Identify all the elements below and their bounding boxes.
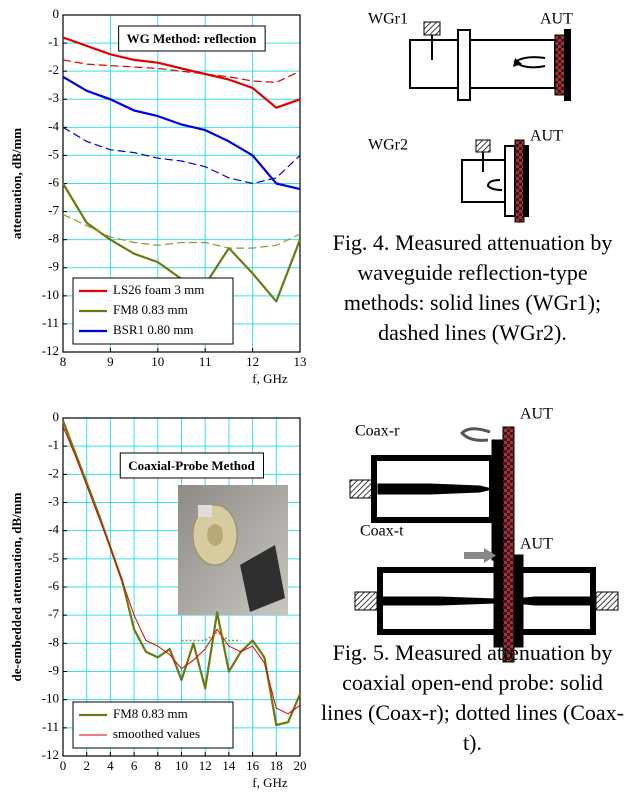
legend-label: LS26 foam 3 mm	[113, 282, 204, 297]
data-line	[62, 36, 301, 109]
y-tick-label: -8	[48, 231, 59, 246]
y-tick-label: -3	[48, 493, 59, 508]
data-layer: 8 9 10 11 12 130-1-2-3-4-5-6-7-8-9-10-11-12WG…	[9, 6, 307, 790]
y-tick-label: 0	[53, 409, 60, 424]
data-line	[62, 59, 301, 83]
legend-label: smoothed values	[113, 726, 200, 741]
x-axis-label: f, GHz	[252, 775, 288, 790]
chart-title: Coaxial-Probe Method	[128, 458, 255, 473]
legend-label: FM8 0.83 mm	[113, 302, 188, 317]
data-line	[62, 126, 301, 185]
y-tick-label: -9	[48, 662, 59, 677]
y-tick-label: -12	[42, 343, 59, 358]
y-tick-label: 0	[53, 6, 60, 21]
legend-label: FM8 0.83 mm	[113, 706, 188, 721]
chart-title: WG Method: reflection	[127, 31, 257, 46]
y-axis-label: attenuation, dB/mm	[9, 128, 24, 239]
y-tick-label: -6	[48, 174, 59, 189]
y-tick-label: -10	[42, 691, 59, 706]
diagram-coax-r	[349, 426, 515, 576]
y-tick-label: -3	[48, 90, 59, 105]
y-tick-label: -4	[48, 118, 59, 133]
diagram-coax-t	[354, 539, 619, 663]
x-tick-label: 14	[222, 758, 236, 773]
x-tick-label: 10	[175, 758, 188, 773]
y-tick-label: -12	[42, 747, 59, 762]
diagram-wgr2	[461, 139, 529, 223]
x-axis-label: f, GHz	[252, 371, 288, 386]
x-tick-label: 9	[107, 354, 114, 369]
diagram-wgr1	[409, 21, 571, 101]
y-tick-label: -8	[48, 634, 59, 649]
y-axis-label: de-embedded attenuation, dB/mm	[9, 492, 24, 681]
y-tick-label: -11	[42, 719, 59, 734]
x-tick-label: 11	[199, 354, 212, 369]
y-tick-label: -2	[48, 62, 59, 77]
data-line	[181, 631, 241, 642]
plot-frame	[62, 417, 301, 757]
y-tick-label: -10	[42, 287, 59, 302]
title-box	[118, 25, 266, 52]
figure-caption: Fig. 4. Measured attenuation by waveguid…	[332, 230, 613, 345]
diagram-label: AUT	[530, 128, 563, 145]
x-tick-label: 13	[294, 354, 307, 369]
y-tick-label: -5	[48, 550, 59, 565]
diagram-label: AUT	[540, 11, 573, 28]
x-tick-label: 8	[60, 354, 67, 369]
y-tick-label: -7	[48, 203, 59, 218]
photo-inset	[178, 485, 288, 615]
y-tick-label: -1	[48, 34, 59, 49]
diagram-label: AUT	[520, 536, 553, 553]
diagram-label: WGr2	[368, 137, 408, 154]
diagram-label: WGr1	[368, 11, 408, 28]
y-tick-label: -9	[48, 259, 59, 274]
x-tick-label: 12	[246, 354, 259, 369]
data-line	[62, 75, 301, 191]
x-tick-label: 10	[151, 354, 164, 369]
x-tick-label: 0	[60, 758, 67, 773]
legend-box	[72, 701, 234, 749]
x-tick-label: 12	[199, 758, 212, 773]
x-tick-label: 2	[83, 758, 90, 773]
y-tick-label: -11	[42, 315, 59, 330]
y-tick-label: -1	[48, 437, 59, 452]
y-tick-label: -2	[48, 465, 59, 480]
x-tick-label: 18	[270, 758, 283, 773]
data-line	[62, 213, 301, 249]
x-tick-label: 8	[155, 758, 162, 773]
y-tick-label: -4	[48, 522, 59, 537]
title-box	[119, 452, 265, 479]
data-line	[62, 426, 301, 715]
diagram-label: Coax-t	[360, 523, 404, 540]
diagram-label: AUT	[520, 406, 553, 423]
x-tick-label: 4	[107, 758, 114, 773]
diagram-label: Coax-r	[355, 423, 400, 440]
figure-caption: Fig. 5. Measured attenuation by coaxial …	[320, 640, 625, 755]
y-tick-label: -6	[48, 578, 59, 593]
x-tick-label: 6	[131, 758, 138, 773]
y-tick-label: -5	[48, 146, 59, 161]
data-line	[61, 420, 302, 727]
legend-label: BSR1 0.80 mm	[113, 322, 194, 337]
x-tick-label: 20	[294, 758, 307, 773]
y-tick-label: -7	[48, 606, 59, 621]
x-tick-label: 16	[246, 758, 260, 773]
